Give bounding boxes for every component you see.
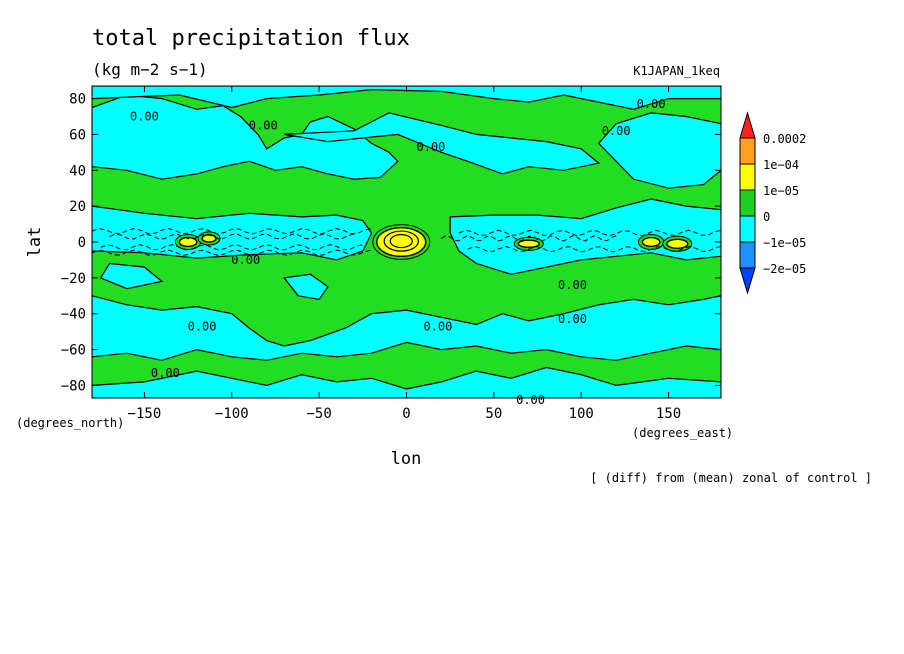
y-tick-label: 0 bbox=[78, 235, 86, 251]
x-units: (degrees_east) bbox=[632, 426, 733, 440]
x-tick-label: 0 bbox=[402, 406, 410, 422]
contour-label: 0.00 bbox=[231, 253, 260, 267]
x-axis-label: lon bbox=[391, 449, 422, 469]
colorbar-label: −2e−05 bbox=[763, 262, 806, 276]
dashed-contour bbox=[109, 233, 355, 240]
dashed-contour bbox=[441, 235, 617, 242]
contour-label: 0.00 bbox=[130, 109, 159, 123]
contour-label: 0.00 bbox=[151, 366, 180, 380]
x-tick-label: −50 bbox=[306, 406, 331, 422]
contour-label: 0.00 bbox=[423, 319, 452, 333]
contour-label: 0.00 bbox=[249, 118, 278, 132]
x-tick-label: −100 bbox=[215, 406, 249, 422]
colorbar-label: 0.0002 bbox=[763, 132, 806, 146]
dashed-contour bbox=[458, 229, 721, 237]
x-axis: −150 −100 −50 0 50 100 150 bbox=[128, 86, 681, 422]
colorbar-label: −1e−05 bbox=[763, 236, 806, 250]
y-tick-label: 20 bbox=[69, 199, 86, 215]
colorbar-label: 1e−04 bbox=[763, 158, 799, 172]
colorbar-label: 1e−05 bbox=[763, 184, 799, 198]
contour-label: 0.00 bbox=[637, 97, 666, 111]
negative-region bbox=[597, 112, 721, 189]
contour-label: 0.00 bbox=[602, 124, 631, 138]
inner-contour bbox=[389, 234, 413, 249]
colorbar-segment bbox=[739, 163, 756, 191]
x-tick-label: 100 bbox=[569, 406, 594, 422]
negative-region bbox=[449, 198, 721, 275]
colorbar: 0.0002 1e−04 1e−05 0 −1e−05 −2e−05 bbox=[739, 111, 806, 295]
contour-fill bbox=[92, 86, 721, 398]
colorbar-bottom-arrow bbox=[739, 267, 756, 295]
y-tick-label: −20 bbox=[61, 271, 86, 287]
dashed-contours bbox=[92, 228, 721, 256]
negative-region bbox=[92, 94, 399, 180]
x-tick-label: 150 bbox=[656, 406, 681, 422]
strong-positive-region bbox=[201, 234, 217, 243]
dashed-contour bbox=[467, 245, 721, 253]
x-tick-label: 50 bbox=[485, 406, 502, 422]
y-tick-label: 80 bbox=[69, 92, 86, 108]
contour-label: 0.00 bbox=[558, 312, 587, 326]
dashed-contour bbox=[100, 244, 363, 251]
y-tick-label: −60 bbox=[61, 343, 86, 359]
x-tick-label: −150 bbox=[128, 406, 162, 422]
colorbar-segment bbox=[739, 215, 756, 243]
negative-region bbox=[92, 86, 721, 110]
negative-region bbox=[92, 295, 721, 361]
y-axis: −80 −60 −40 −20 0 20 40 60 80 bbox=[61, 92, 721, 394]
contour-label: 0.00 bbox=[417, 140, 446, 154]
inner-contour bbox=[383, 230, 419, 252]
strong-positive-region bbox=[666, 238, 689, 249]
dashed-contour bbox=[92, 249, 372, 256]
dashed-contour bbox=[92, 228, 372, 235]
y-tick-label: 40 bbox=[69, 163, 86, 179]
footnote: [ (diff) from (mean) zonal of control ] bbox=[590, 471, 872, 485]
contour-label: 0.00 bbox=[516, 393, 545, 407]
experiment-label: K1JAPAN_1keq bbox=[633, 64, 720, 78]
y-axis-label: lat bbox=[25, 227, 45, 258]
colorbar-segment bbox=[739, 241, 756, 269]
chart-units: (kg m−2 s−1) bbox=[92, 60, 208, 79]
chart-title: total precipitation flux bbox=[92, 26, 410, 51]
contour-label: 0.00 bbox=[188, 319, 217, 333]
negative-region bbox=[283, 273, 329, 301]
negative-region bbox=[92, 366, 721, 398]
y-tick-label: −80 bbox=[61, 378, 86, 394]
negative-region bbox=[99, 262, 164, 290]
strong-positive-region bbox=[178, 236, 198, 248]
colorbar-top-arrow bbox=[739, 111, 756, 139]
colorbar-label: 0 bbox=[763, 210, 770, 224]
y-tick-label: −40 bbox=[61, 307, 86, 323]
strong-positive-region bbox=[641, 236, 661, 248]
negative-region bbox=[92, 205, 373, 261]
strong-positive-region bbox=[376, 226, 427, 258]
colorbar-segment bbox=[739, 189, 756, 217]
strong-positive-region bbox=[517, 239, 540, 249]
contour-labels: 0.00 0.00 0.00 0.00 0.00 0.00 0.00 0.00 0.00 0.00… bbox=[130, 97, 666, 407]
negative-regions bbox=[92, 86, 721, 398]
y-tick-label: 60 bbox=[69, 127, 86, 143]
contour-label: 0.00 bbox=[558, 278, 587, 292]
negative-region bbox=[284, 112, 601, 175]
y-units: (degrees_north) bbox=[16, 416, 124, 430]
colorbar-segment bbox=[739, 137, 756, 165]
